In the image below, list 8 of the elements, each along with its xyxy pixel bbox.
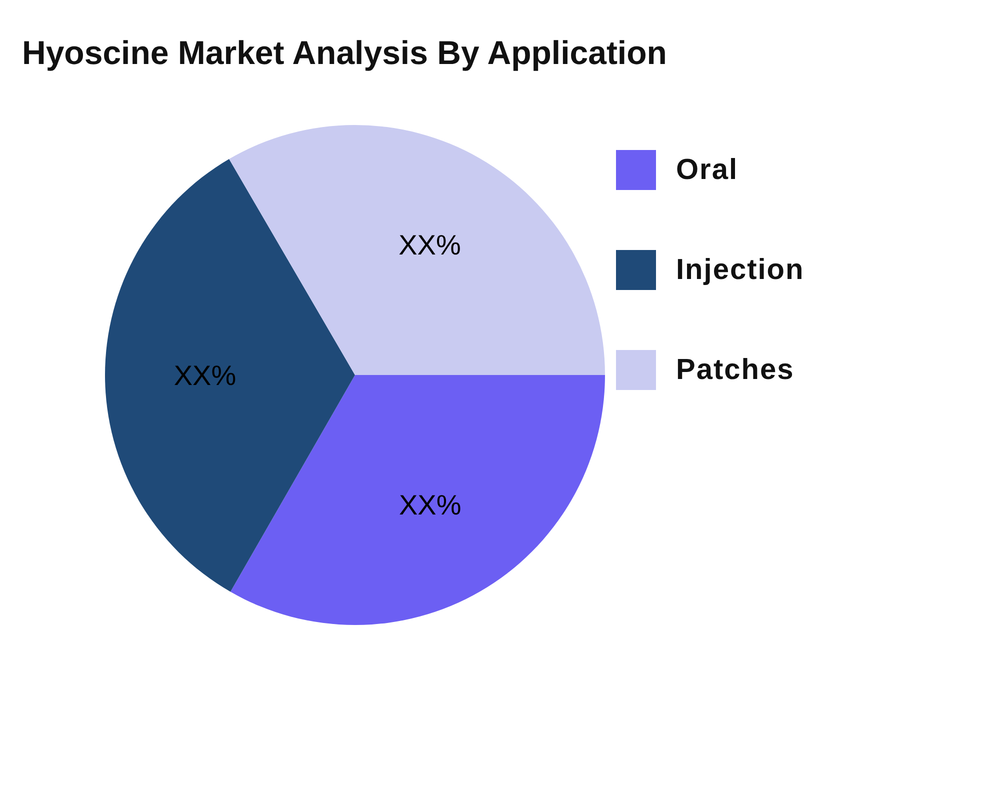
legend-label: Patches	[676, 354, 794, 386]
pie-slice	[105, 159, 355, 592]
data-label: XX%	[174, 360, 236, 391]
chart-title: Hyoscine Market Analysis By Application	[22, 34, 667, 72]
data-label: XX%	[398, 229, 461, 260]
legend-label: Injection	[676, 254, 804, 286]
data-label: XX%	[399, 489, 462, 520]
legend-label: Oral	[676, 154, 738, 186]
